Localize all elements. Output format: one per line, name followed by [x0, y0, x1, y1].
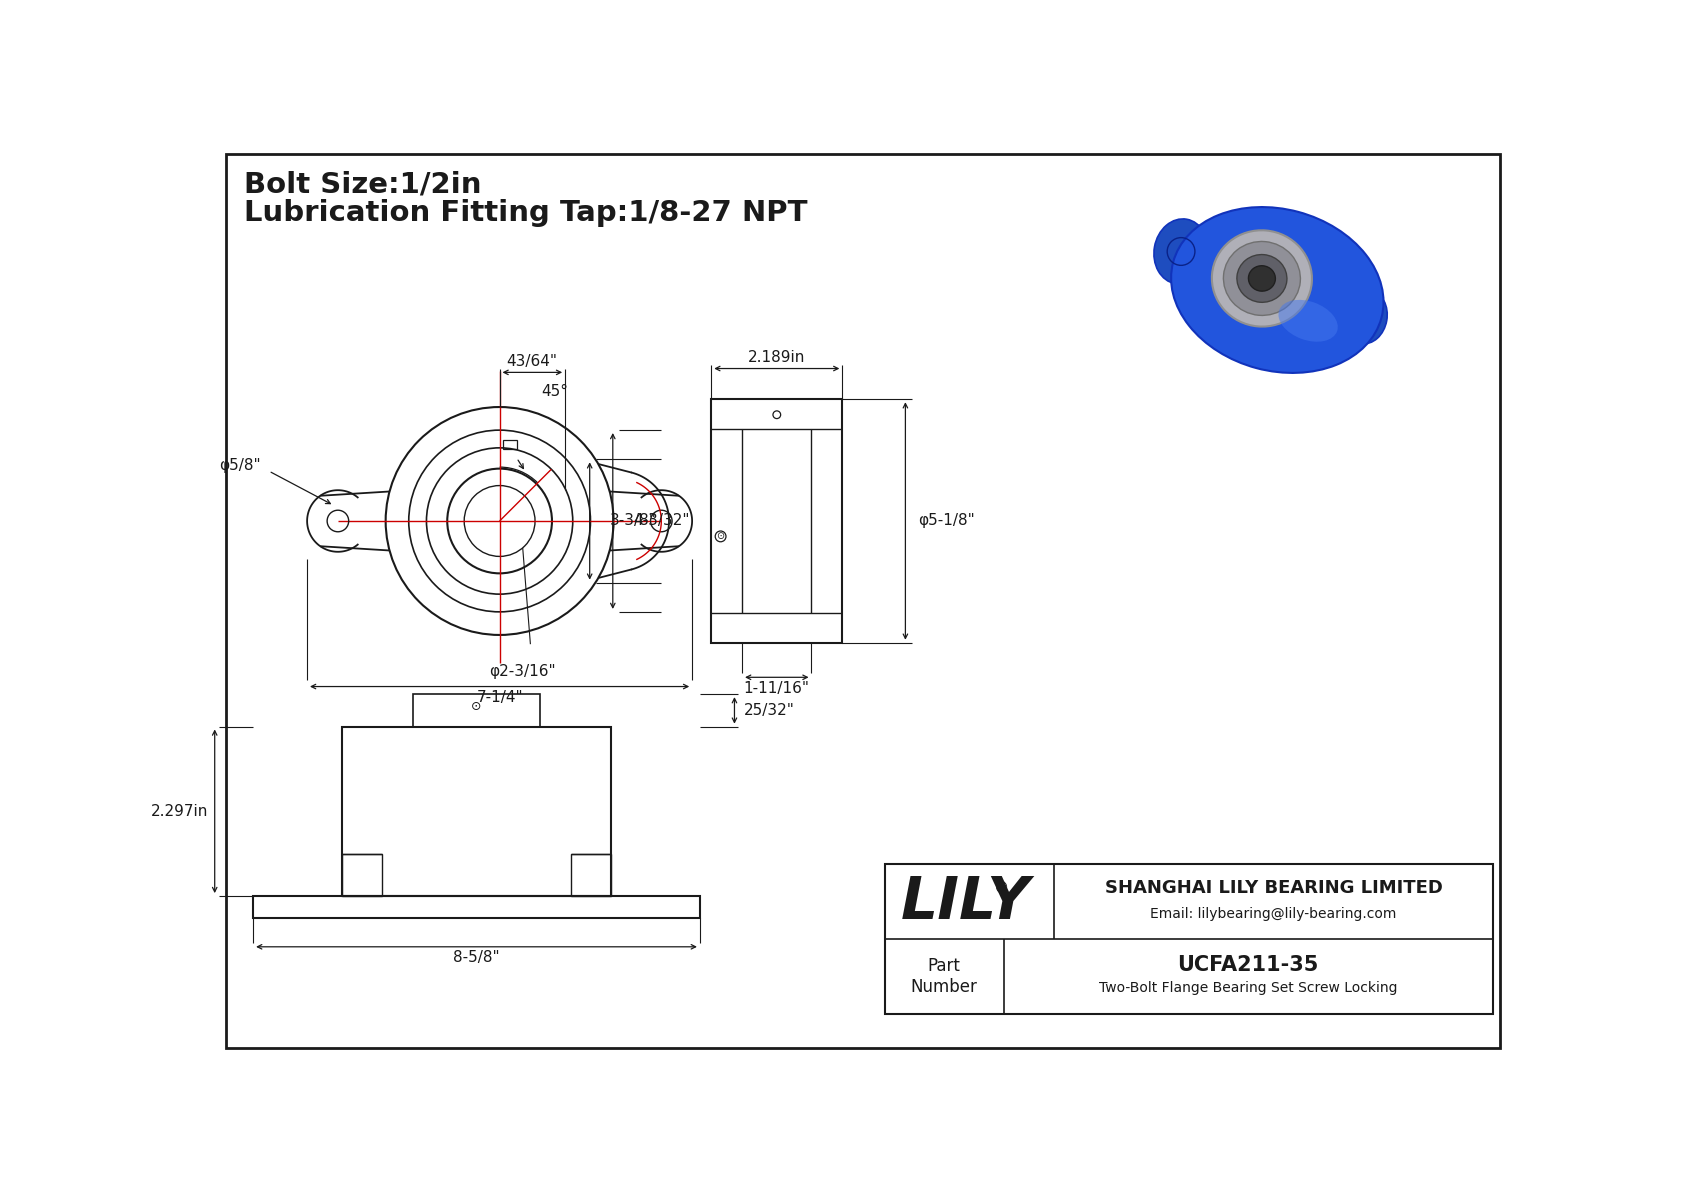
Text: ⊙: ⊙	[472, 700, 482, 713]
Text: Part
Number: Part Number	[911, 958, 977, 996]
Text: SHANGHAI LILY BEARING LIMITED: SHANGHAI LILY BEARING LIMITED	[1105, 879, 1443, 897]
Text: 8-5/8": 8-5/8"	[453, 950, 500, 965]
Text: φ5-1/8": φ5-1/8"	[918, 513, 975, 529]
Text: φ5/8": φ5/8"	[219, 459, 261, 473]
Text: 43/64": 43/64"	[507, 354, 557, 369]
Ellipse shape	[1236, 255, 1287, 303]
Bar	[504, 441, 517, 449]
Text: 2.189in: 2.189in	[748, 350, 805, 366]
Text: 25/32": 25/32"	[744, 703, 795, 718]
Text: 45°: 45°	[542, 385, 569, 399]
Text: ⊙: ⊙	[716, 531, 724, 542]
Bar	[253, 896, 701, 917]
Ellipse shape	[1344, 291, 1388, 344]
Bar	[884, 863, 1494, 1014]
Text: φ2-3/16": φ2-3/16"	[490, 663, 556, 679]
Bar	[342, 854, 382, 896]
Bar	[711, 399, 842, 643]
Text: LILY: LILY	[901, 874, 1031, 930]
Text: ®: ®	[994, 881, 1009, 896]
Bar	[743, 429, 812, 613]
Text: Two-Bolt Flange Bearing Set Screw Locking: Two-Bolt Flange Bearing Set Screw Lockin…	[1098, 981, 1398, 996]
Bar	[413, 694, 539, 727]
Ellipse shape	[1154, 219, 1207, 285]
Text: Email: lilybearing@lily-bearing.com: Email: lilybearing@lily-bearing.com	[1150, 908, 1396, 922]
Text: 4-3/32": 4-3/32"	[633, 513, 689, 529]
Text: 2.297in: 2.297in	[152, 804, 209, 818]
Ellipse shape	[1212, 230, 1312, 326]
Text: 3-3/8": 3-3/8"	[610, 513, 657, 529]
Ellipse shape	[1170, 207, 1384, 373]
Text: 7-1/4": 7-1/4"	[477, 690, 524, 705]
Bar	[571, 854, 611, 896]
Text: Bolt Size:1/2in: Bolt Size:1/2in	[244, 170, 482, 199]
Text: UCFA211-35: UCFA211-35	[1177, 955, 1319, 975]
Ellipse shape	[1248, 266, 1275, 291]
Text: Lubrication Fitting Tap:1/8-27 NPT: Lubrication Fitting Tap:1/8-27 NPT	[244, 199, 807, 227]
Ellipse shape	[1223, 242, 1300, 316]
Ellipse shape	[1278, 300, 1337, 342]
Text: 1-11/16": 1-11/16"	[744, 680, 810, 696]
Bar	[342, 727, 611, 896]
